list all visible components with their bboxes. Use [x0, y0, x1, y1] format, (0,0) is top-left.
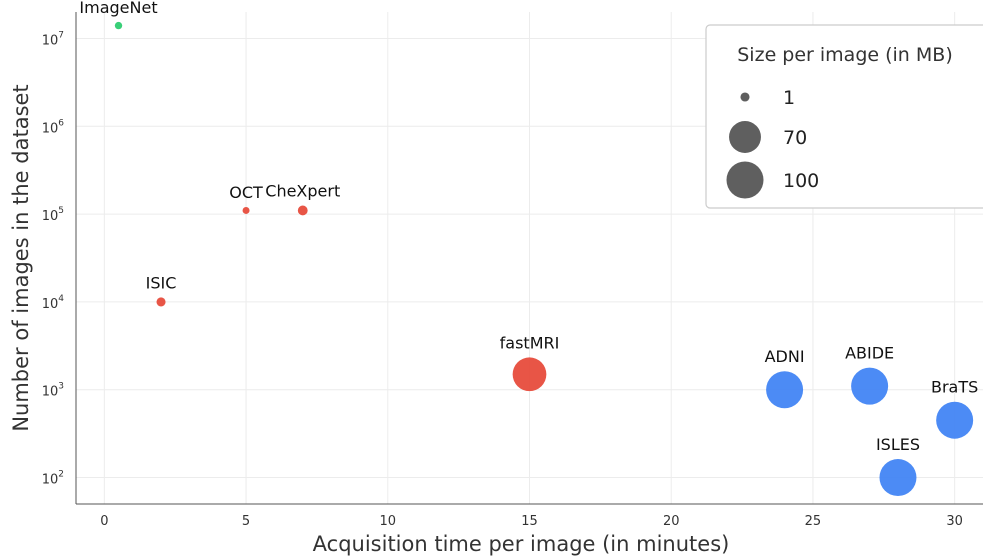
- legend-marker-70: [729, 121, 761, 153]
- point-oct: [243, 207, 250, 214]
- point-label-brats: BraTS: [931, 378, 978, 397]
- point-label-imagenet: ImageNet: [79, 0, 157, 17]
- x-tick-label: 20: [663, 514, 680, 529]
- x-tick-label: 30: [946, 514, 963, 529]
- point-label-fastmri: fastMRI: [500, 333, 560, 352]
- point-imagenet: [115, 22, 122, 29]
- point-label-abide: ABIDE: [845, 344, 894, 363]
- x-tick-label: 15: [521, 514, 538, 529]
- x-tick-label: 0: [100, 514, 108, 529]
- point-label-isles: ISLES: [876, 435, 920, 454]
- y-axis-label: Number of images in the dataset: [9, 84, 33, 431]
- legend-title: Size per image (in MB): [737, 44, 952, 66]
- legend-marker-100: [727, 162, 764, 199]
- point-abide: [851, 368, 888, 405]
- y-tick-label: 103: [42, 382, 64, 400]
- point-chexpert: [298, 206, 308, 216]
- point-label-adni: ADNI: [765, 347, 805, 366]
- x-axis-label: Acquisition time per image (in minutes): [313, 532, 730, 556]
- point-isic: [156, 297, 165, 306]
- point-label-oct: OCT: [229, 183, 263, 202]
- point-adni: [766, 371, 803, 408]
- x-tick-label: 5: [242, 514, 250, 529]
- legend-label-100: 100: [783, 170, 819, 192]
- y-tick-label: 104: [42, 294, 65, 312]
- y-tick-labels: 102 103 104 105 106 107: [42, 30, 65, 487]
- y-tick-label: 107: [42, 30, 64, 48]
- legend-label-1: 1: [783, 87, 795, 109]
- legend-label-70: 70: [783, 127, 807, 149]
- point-label-isic: ISIC: [146, 273, 177, 292]
- point-brats: [936, 402, 973, 439]
- legend-marker-1: [740, 92, 749, 101]
- point-isles: [879, 459, 916, 496]
- point-fastmri: [513, 357, 547, 391]
- x-tick-labels: 0 5 10 15 20 25 30: [100, 514, 963, 529]
- y-tick-label: 106: [42, 118, 65, 136]
- legend: Size per image (in MB) 1 70 100: [706, 25, 983, 208]
- y-tick-label: 102: [42, 470, 64, 488]
- x-tick-label: 10: [380, 514, 397, 529]
- x-tick-label: 25: [805, 514, 822, 529]
- point-label-chexpert: CheXpert: [265, 182, 340, 201]
- y-tick-label: 105: [42, 206, 64, 224]
